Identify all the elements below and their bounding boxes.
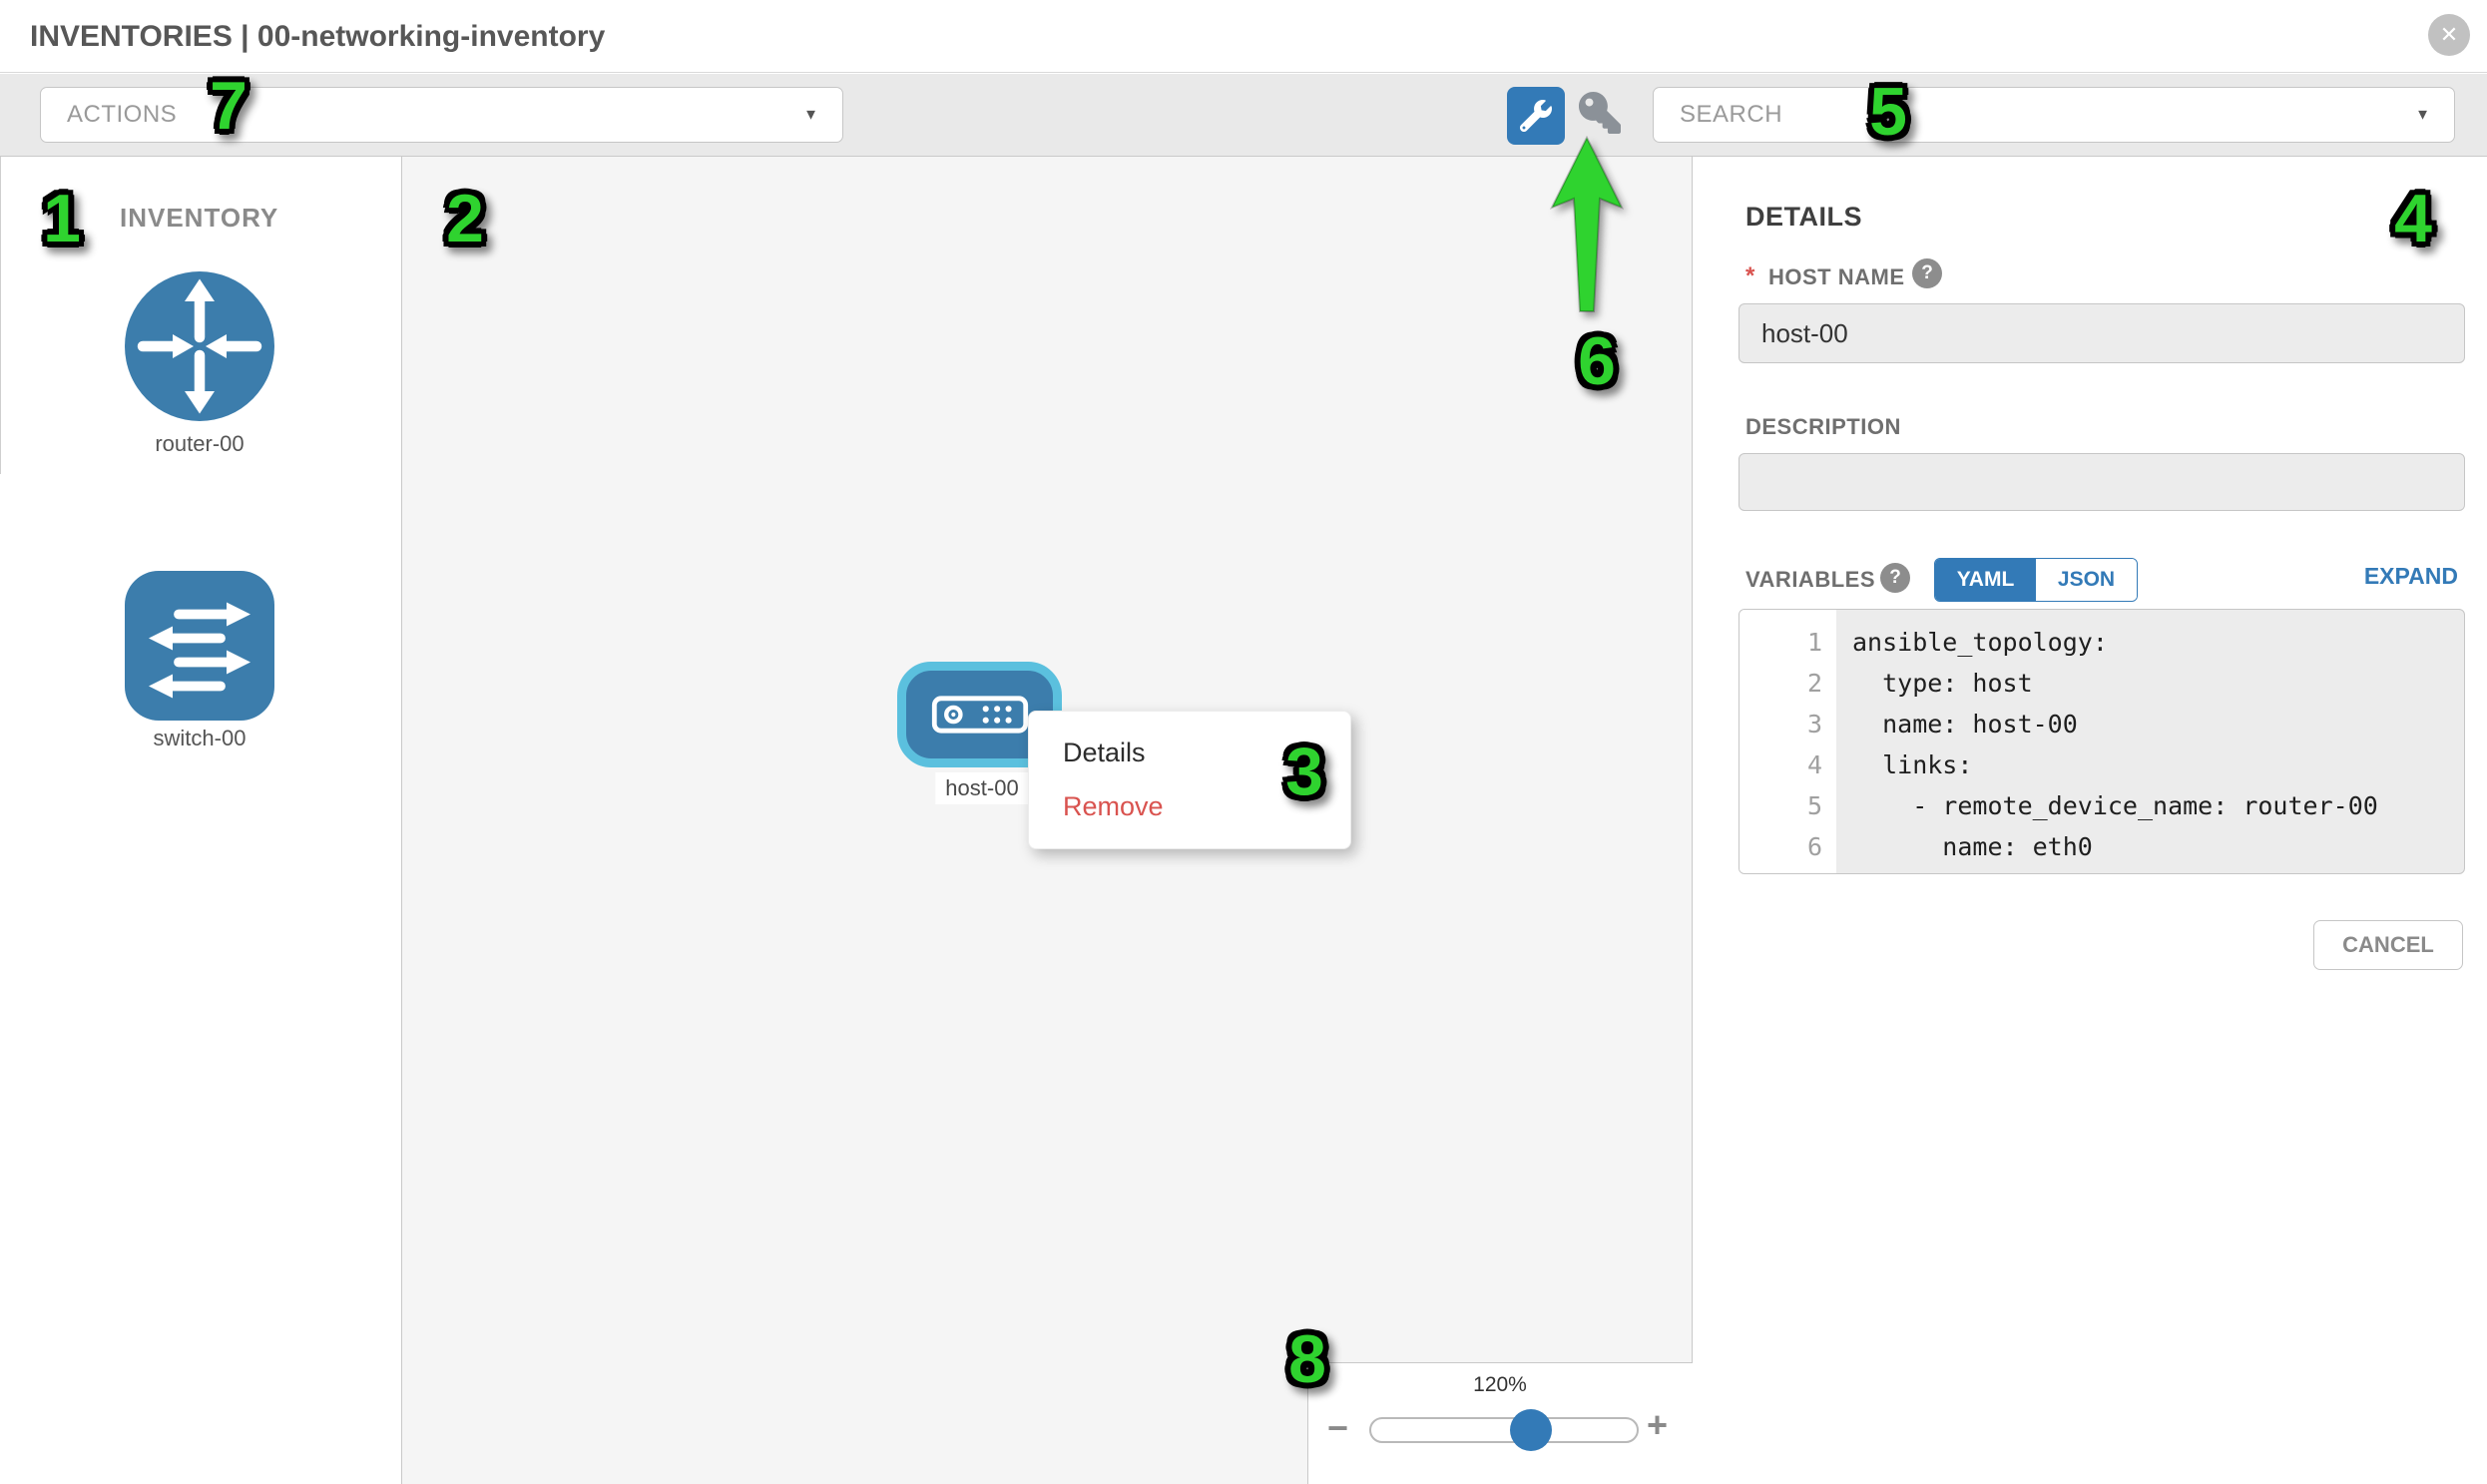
palette-item-switch-label: switch-00 [153,726,247,750]
search-dropdown[interactable]: SEARCH ▼ [1653,87,2455,143]
line-number: 1 [1806,628,1822,657]
search-placeholder: SEARCH [1680,101,1783,128]
zoom-in-button[interactable]: + [1647,1404,1669,1445]
host-name-input[interactable] [1739,303,2465,363]
line-number: 6 [1806,832,1822,861]
host-name-label: HOST NAME [1768,264,1905,289]
required-asterisk: * [1745,262,1755,289]
expand-link[interactable]: EXPAND [2363,563,2458,589]
close-button[interactable]: ✕ [2428,14,2470,56]
line-number: 2 [1806,669,1822,698]
key-legend-button[interactable] [1579,92,1627,140]
sidebar-left-border [0,157,1,474]
code-line: ansible_topology: [1852,628,2108,657]
wrench-icon [1520,100,1552,132]
host-server-icon [931,696,1028,734]
code-line: name: eth0 [1852,832,2093,861]
zoom-slider-handle[interactable] [1510,1409,1552,1451]
editor-code-area: ansible_topology: type: host name: host-… [1836,610,2464,873]
details-panel-title: DETAILS [1745,202,1862,232]
context-menu-item-remove[interactable]: Remove [1063,791,1164,821]
host-node-label: host-00 [935,772,1029,804]
node-context-menu: Details Remove [1028,711,1351,849]
actions-dropdown[interactable]: ACTIONS ▼ [40,87,843,143]
palette-item-router-label: router-00 [155,431,245,456]
editor-line-number-gutter: 1 2 3 4 5 6 7 [1740,610,1836,873]
palette-item-router[interactable] [125,271,274,421]
chevron-down-icon: ▼ [803,106,818,124]
cancel-button[interactable]: CANCEL [2313,920,2463,970]
code-line: links: [1852,750,1973,779]
router-icon [137,278,262,414]
code-line: name: host-00 [1852,710,2078,739]
close-icon: ✕ [2439,22,2459,47]
palette-item-switch[interactable] [125,571,274,721]
zoom-percent-label: 120% [1473,1373,1527,1396]
key-icon [1579,92,1621,134]
code-line: remote_interface_name: eth0 [1852,867,2464,873]
variables-help-icon[interactable]: ? [1880,563,1910,593]
variables-label: VARIABLES [1745,567,1875,592]
palette-title: INVENTORY [120,203,279,233]
switch-icon [149,602,250,699]
line-number: 3 [1806,710,1822,739]
code-line: - remote_device_name: router-00 [1852,791,2378,820]
variables-format-toggle: YAML JSON [1934,558,2138,602]
context-menu-item-details[interactable]: Details [1063,738,1146,767]
variables-code-editor[interactable]: 1 2 3 4 5 6 7 ansible_topology: type: ho… [1739,609,2465,874]
title-bar: INVENTORIES | 00-networking-inventory ✕ [0,0,2487,73]
host-name-help-icon[interactable]: ? [1912,258,1942,288]
chevron-down-icon: ▼ [2415,106,2430,124]
toggle-toolbox-button[interactable] [1507,87,1565,145]
description-input[interactable] [1739,453,2465,511]
toggle-json-button[interactable]: JSON [2036,559,2137,601]
line-number: 5 [1806,791,1822,820]
actions-placeholder: ACTIONS [67,101,178,128]
line-number: 4 [1806,750,1822,779]
code-line: type: host [1852,669,2033,698]
description-label: DESCRIPTION [1745,414,1901,439]
line-number: 7 [1740,867,1836,873]
zoom-slider-track[interactable] [1369,1417,1639,1443]
zoom-out-button[interactable]: − [1327,1407,1349,1448]
page-title: INVENTORIES | 00-networking-inventory [30,20,606,53]
toggle-yaml-button[interactable]: YAML [1935,559,2036,601]
